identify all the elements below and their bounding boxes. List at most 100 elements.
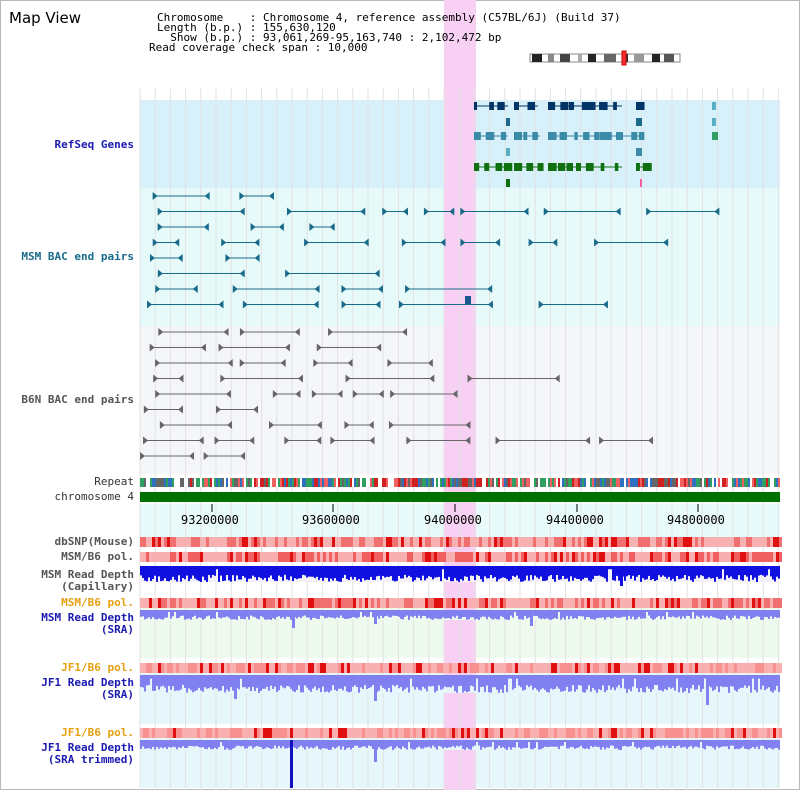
read-depth-bar xyxy=(316,610,318,620)
polymorphism-cell xyxy=(347,663,350,673)
polymorphism-cell xyxy=(254,537,257,547)
polymorphism-cell xyxy=(698,663,701,673)
read-depth-bar xyxy=(636,566,638,577)
polymorphism-cell xyxy=(251,537,254,547)
read-depth-bar xyxy=(350,675,352,692)
polymorphism-cell xyxy=(410,663,413,673)
track-label-repeat[interactable]: Repeat xyxy=(94,475,134,488)
read-depth-bar xyxy=(182,566,184,579)
polymorphism-cell xyxy=(725,728,728,738)
read-depth-bar xyxy=(642,566,644,579)
polymorphism-cell xyxy=(326,728,329,738)
read-depth-bar xyxy=(306,675,308,688)
read-depth-bar xyxy=(532,740,534,750)
read-depth-bar xyxy=(710,675,712,688)
polymorphism-cell xyxy=(761,552,764,562)
read-depth-bar xyxy=(412,675,414,687)
polymorphism-cell xyxy=(737,552,740,562)
polymorphism-cell xyxy=(401,552,404,562)
read-depth-bar xyxy=(562,740,564,746)
track-label-msm-read-depth-sra[interactable]: MSM Read Depth (SRA) xyxy=(41,611,134,636)
polymorphism-cell xyxy=(227,663,230,673)
polymorphism-cell xyxy=(389,663,392,673)
read-depth-bar xyxy=(506,675,508,693)
read-depth-bar xyxy=(520,566,522,582)
repeat-segment xyxy=(168,478,170,487)
read-depth-bar xyxy=(302,675,304,693)
read-depth-bar xyxy=(330,610,332,618)
polymorphism-cell xyxy=(278,663,281,673)
read-depth-bar xyxy=(628,610,630,616)
polymorphism-cell xyxy=(545,728,548,738)
polymorphism-cell xyxy=(503,663,506,673)
track-label-jf1-b6-pol-trimmed[interactable]: JF1/B6 pol. xyxy=(61,726,134,739)
repeat-segment xyxy=(618,478,620,487)
read-depth-bar xyxy=(428,740,430,747)
read-depth-bar xyxy=(686,740,688,749)
read-depth-bar xyxy=(748,740,750,750)
read-depth-bar xyxy=(530,675,532,686)
polymorphism-cell xyxy=(656,728,659,738)
track-label-jf1-b6-pol[interactable]: JF1/B6 pol. xyxy=(61,661,134,674)
read-depth-bar xyxy=(514,610,516,612)
read-depth-bar xyxy=(292,675,294,692)
track-label-msm-bac[interactable]: MSM BAC end pairs xyxy=(21,250,134,263)
read-depth-bar xyxy=(344,610,346,619)
polymorphism-cell xyxy=(689,728,692,738)
polymorphism-cell xyxy=(203,552,206,562)
polymorphism-cell xyxy=(248,728,251,738)
read-depth-bar xyxy=(362,610,364,617)
read-depth-bar xyxy=(658,740,660,746)
read-depth-bar xyxy=(148,566,150,578)
bac-end-marker xyxy=(311,390,317,398)
polymorphism-cell xyxy=(140,537,143,547)
track-label-jf1-read-depth-sra[interactable]: JF1 Read Depth (SRA) xyxy=(41,676,134,701)
polymorphism-cell xyxy=(539,598,542,608)
read-depth-bar xyxy=(184,740,186,748)
read-depth-bar xyxy=(680,566,682,579)
repeat-segment xyxy=(442,478,444,487)
polymorphism-cell xyxy=(734,552,737,562)
repeat-segment xyxy=(298,478,300,487)
polymorphism-cell xyxy=(500,663,503,673)
read-depth-bar xyxy=(206,566,208,582)
read-depth-bar xyxy=(362,566,364,579)
track-label-refseq-genes[interactable]: RefSeq Genes xyxy=(54,138,134,151)
polymorphism-cell xyxy=(746,663,749,673)
repeat-segment xyxy=(382,478,384,487)
polymorphism-cell xyxy=(695,663,698,673)
track-label-chromosome[interactable]: chromosome 4 xyxy=(54,490,134,503)
track-label-dbsnp[interactable]: dbSNP(Mouse) xyxy=(54,535,134,548)
read-depth-bar xyxy=(318,610,320,619)
track-label-msm-read-depth-capillary[interactable]: MSM Read Depth (Capillary) xyxy=(41,568,134,593)
polymorphism-cell xyxy=(314,663,317,673)
polymorphism-cell xyxy=(242,728,245,738)
polymorphism-cell xyxy=(410,537,413,547)
read-depth-bar xyxy=(392,675,394,686)
read-depth-bar xyxy=(368,740,370,746)
read-depth-bar xyxy=(170,675,172,690)
polymorphism-cell xyxy=(662,663,665,673)
read-depth-bar xyxy=(262,610,264,618)
bac-end-marker xyxy=(239,328,245,336)
read-depth-bar xyxy=(256,740,258,746)
read-depth-bar xyxy=(744,566,746,576)
polymorphism-cell xyxy=(236,663,239,673)
read-depth-bar xyxy=(776,675,778,686)
polymorphism-cell xyxy=(290,663,293,673)
track-label-b6n-bac[interactable]: B6N BAC end pairs xyxy=(21,393,134,406)
polymorphism-cell xyxy=(578,537,581,547)
read-depth-bar xyxy=(446,675,448,688)
read-depth-bar xyxy=(170,610,172,619)
track-label-msm-b6-pol-sra[interactable]: MSM/B6 pol. xyxy=(61,596,134,609)
read-depth-bar xyxy=(634,675,636,679)
read-depth-bar xyxy=(144,610,146,620)
read-depth-bar xyxy=(650,566,652,581)
read-depth-bar xyxy=(498,610,500,620)
read-depth-bar xyxy=(418,675,420,690)
read-depth-bar xyxy=(356,610,358,619)
track-label-msm-b6-pol-capillary[interactable]: MSM/B6 pol. xyxy=(61,550,134,563)
read-depth-bar xyxy=(366,566,368,580)
track-label-jf1-read-depth-trimmed[interactable]: JF1 Read Depth (SRA trimmed) xyxy=(41,741,134,766)
